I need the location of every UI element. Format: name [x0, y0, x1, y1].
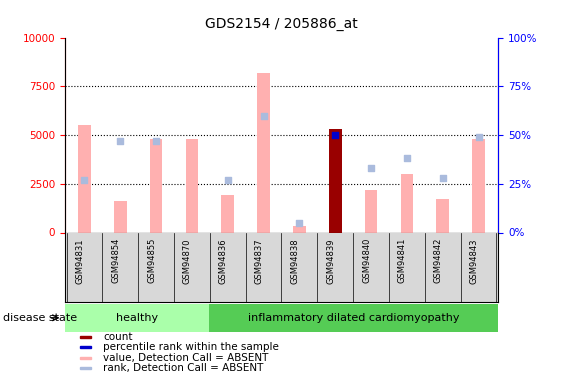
- Text: disease state: disease state: [3, 313, 77, 323]
- Text: inflammatory dilated cardiomyopathy: inflammatory dilated cardiomyopathy: [248, 313, 459, 323]
- Point: [295, 220, 304, 226]
- Bar: [81, 367, 91, 369]
- Bar: [81, 357, 91, 359]
- Text: GSM94870: GSM94870: [183, 238, 192, 284]
- Text: GSM94838: GSM94838: [291, 238, 300, 284]
- Bar: [472, 139, 485, 232]
- Point: [259, 112, 268, 118]
- Text: GSM94843: GSM94843: [470, 238, 479, 284]
- Text: GSM94855: GSM94855: [147, 238, 156, 284]
- Text: value, Detection Call = ABSENT: value, Detection Call = ABSENT: [104, 352, 269, 363]
- Bar: [329, 129, 342, 232]
- Text: percentile rank within the sample: percentile rank within the sample: [104, 342, 279, 352]
- Bar: [401, 174, 413, 232]
- Bar: [293, 226, 306, 232]
- Text: GDS2154 / 205886_at: GDS2154 / 205886_at: [205, 17, 358, 31]
- Bar: [65, 304, 209, 332]
- Point: [474, 134, 483, 140]
- Bar: [365, 190, 377, 232]
- Text: GSM94839: GSM94839: [326, 238, 335, 284]
- Bar: [209, 304, 498, 332]
- Bar: [436, 200, 449, 232]
- Point: [438, 175, 447, 181]
- Point: [151, 138, 160, 144]
- Bar: [114, 201, 127, 232]
- Point: [330, 132, 339, 138]
- Bar: [81, 336, 91, 338]
- Bar: [221, 195, 234, 232]
- Point: [80, 177, 89, 183]
- Text: GSM94837: GSM94837: [254, 238, 263, 284]
- Bar: [257, 73, 270, 232]
- Text: GSM94836: GSM94836: [219, 238, 228, 284]
- Point: [403, 155, 412, 161]
- Text: rank, Detection Call = ABSENT: rank, Detection Call = ABSENT: [104, 363, 264, 373]
- Text: GSM94831: GSM94831: [75, 238, 84, 284]
- Text: healthy: healthy: [116, 313, 158, 323]
- Text: GSM94842: GSM94842: [434, 238, 443, 284]
- Point: [367, 165, 376, 171]
- Text: GSM94840: GSM94840: [362, 238, 371, 284]
- Bar: [81, 346, 91, 348]
- Text: GSM94854: GSM94854: [111, 238, 120, 284]
- Text: count: count: [104, 332, 133, 342]
- Bar: [186, 139, 198, 232]
- Point: [116, 138, 125, 144]
- Text: GSM94841: GSM94841: [398, 238, 407, 284]
- Bar: [78, 125, 91, 232]
- Bar: [150, 139, 162, 232]
- Point: [224, 177, 233, 183]
